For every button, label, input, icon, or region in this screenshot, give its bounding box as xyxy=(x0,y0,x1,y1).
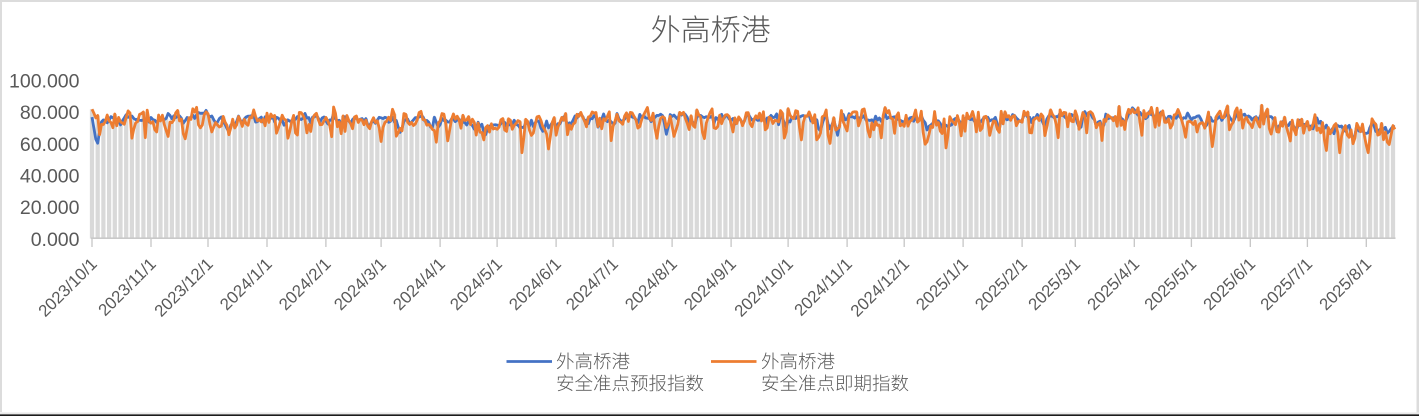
svg-text:80.000: 80.000 xyxy=(20,102,80,124)
svg-text:60.000: 60.000 xyxy=(20,134,80,156)
svg-text:40.000: 40.000 xyxy=(20,166,80,188)
svg-text:0.000: 0.000 xyxy=(31,229,80,251)
svg-text:100.000: 100.000 xyxy=(9,71,80,93)
svg-text:20.000: 20.000 xyxy=(20,197,80,219)
